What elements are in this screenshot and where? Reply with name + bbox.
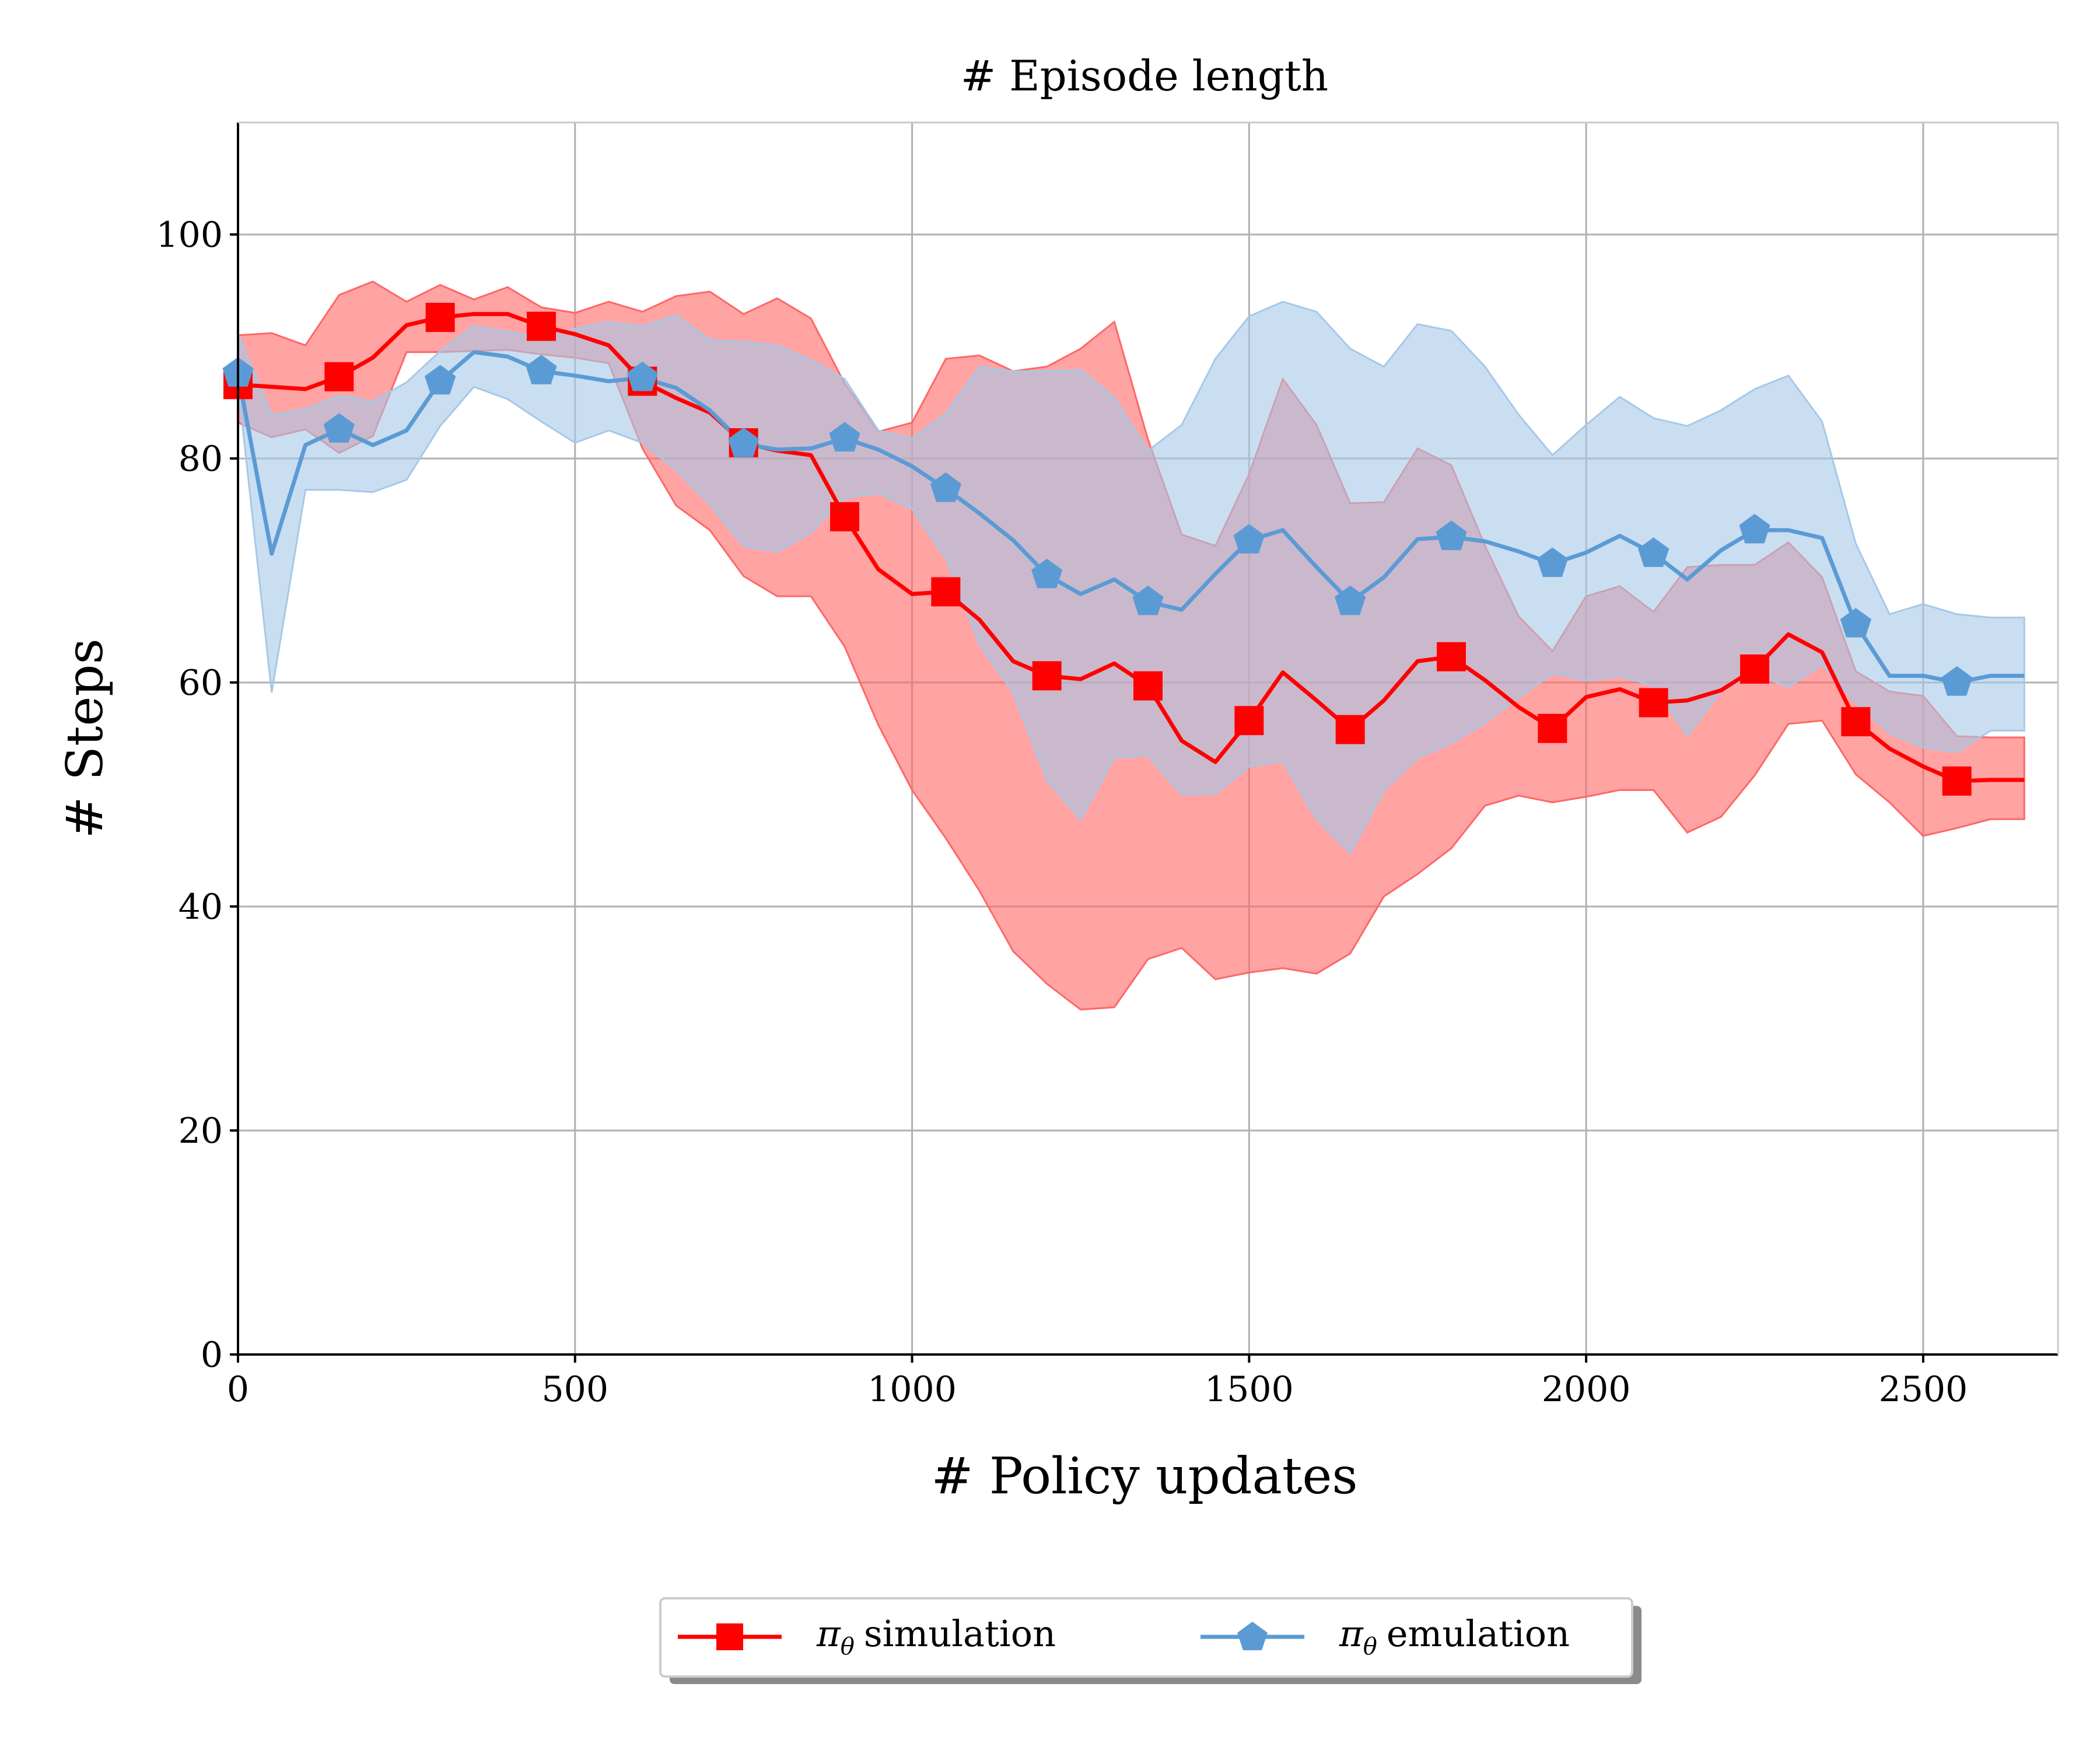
marker-series-1-point-45	[1739, 513, 1770, 544]
marker-series-1-point-18	[829, 422, 860, 452]
marker-series-0-point-18	[830, 502, 859, 531]
marker-series-0-point-51	[1942, 766, 1972, 796]
y-tick-label: 100	[156, 215, 223, 256]
marker-series-1-point-3	[323, 413, 355, 443]
marker-series-0-point-42	[1639, 688, 1668, 718]
marker-series-1-point-51	[1941, 666, 1973, 696]
marker-series-1-point-24	[1031, 558, 1063, 589]
legend-item-emulation: πθ emulation	[1200, 1612, 1570, 1660]
marker-series-1-point-39	[1536, 547, 1568, 578]
legend-simulation-marker	[716, 1623, 743, 1650]
x-tick-label: 2500	[1879, 1369, 1968, 1410]
x-tick-label: 2000	[1542, 1369, 1631, 1410]
band-series-1	[238, 300, 2025, 855]
marker-series-1-point-6	[425, 365, 456, 395]
marker-series-0-point-30	[1234, 706, 1264, 736]
marker-series-1-point-9	[526, 355, 557, 384]
series-markers	[222, 303, 1973, 796]
x-tick-label: 1000	[867, 1369, 957, 1410]
confidence-bands	[238, 280, 2025, 1011]
plot-frame	[237, 121, 2059, 1356]
marker-series-0-point-9	[527, 312, 556, 341]
marker-series-0-point-36	[1437, 642, 1466, 671]
marker-series-0-point-3	[324, 362, 354, 391]
legend-box	[659, 1597, 1633, 1678]
y-tick-label: 80	[178, 439, 223, 480]
y-axis-title: # Steps	[56, 639, 114, 839]
legend-emulation-marker	[1237, 1622, 1268, 1650]
marker-series-1-point-48	[1840, 608, 1871, 638]
legend-simulation-label: πθ simulation	[816, 1612, 1056, 1660]
marker-series-1-point-33	[1335, 585, 1366, 615]
x-tick-label: 500	[542, 1369, 609, 1410]
chart-title: # Episode length	[961, 51, 1328, 100]
x-tick-label: 1500	[1205, 1369, 1294, 1410]
x-axis-title: # Policy updates	[932, 1447, 1358, 1506]
y-tick-label: 60	[178, 663, 223, 704]
legend-emulation-label: πθ emulation	[1339, 1612, 1570, 1660]
marker-series-1-point-21	[930, 472, 961, 502]
marker-series-1-point-27	[1132, 585, 1164, 615]
legend: πθ simulation πθ emulation	[659, 1597, 1642, 1684]
marker-series-0-point-27	[1133, 671, 1163, 701]
marker-series-1-point-12	[626, 361, 658, 391]
marker-series-1-point-42	[1638, 537, 1670, 567]
marker-series-0-point-24	[1032, 661, 1062, 691]
x-tick-label: 0	[227, 1369, 249, 1410]
marker-series-1-point-15	[728, 428, 760, 457]
marker-series-0-point-6	[425, 303, 455, 332]
y-tick-label: 20	[178, 1111, 223, 1152]
marker-series-0-point-39	[1538, 713, 1567, 743]
marker-series-0-point-48	[1841, 707, 1871, 737]
y-tick-label: 40	[178, 887, 223, 928]
axis-ticks: 0 500 1000 1500 2000 2500 0 20 40 60 80 100	[156, 215, 1968, 1410]
marker-series-1-point-36	[1436, 520, 1467, 551]
marker-series-0-point-45	[1740, 654, 1769, 684]
marker-series-0-point-21	[931, 577, 961, 607]
marker-series-1-point-30	[1233, 524, 1265, 554]
marker-series-0-point-33	[1335, 715, 1365, 744]
y-tick-label: 0	[201, 1335, 223, 1376]
legend-item-simulation: πθ simulation	[678, 1612, 1056, 1660]
